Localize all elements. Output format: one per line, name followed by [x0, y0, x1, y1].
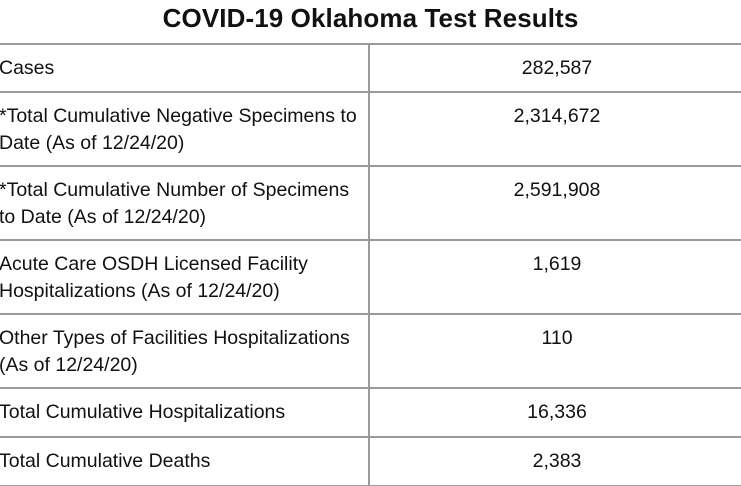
row-value-negative-specimens: 2,314,672: [368, 91, 741, 167]
table-row: Other Types of Facilities Hospitalizatio…: [0, 313, 741, 389]
row-label-acute-care-hospitalizations: Acute Care OSDH Licensed Facility Hospit…: [0, 239, 370, 315]
row-label-total-specimens: *Total Cumulative Number of Specimens to…: [0, 165, 370, 241]
table-row: Total Cumulative Hospitalizations 16,336: [0, 387, 741, 438]
row-label-total-hospitalizations: Total Cumulative Hospitalizations: [0, 387, 370, 438]
row-value-acute-care-hospitalizations: 1,619: [368, 239, 741, 315]
table-row: *Total Cumulative Number of Specimens to…: [0, 165, 741, 241]
page-title: COVID-19 Oklahoma Test Results: [162, 3, 579, 33]
row-value-other-facility-hospitalizations: 110: [368, 313, 741, 389]
table-row: Cases 282,587: [0, 43, 741, 93]
row-value-cases: 282,587: [368, 43, 741, 93]
row-label-total-deaths: Total Cumulative Deaths: [0, 436, 370, 486]
row-value-total-hospitalizations: 16,336: [368, 387, 741, 438]
row-value-total-specimens: 2,591,908: [368, 165, 741, 241]
row-label-other-facility-hospitalizations: Other Types of Facilities Hospitalizatio…: [0, 313, 370, 389]
table-row: Total Cumulative Deaths 2,383: [0, 436, 741, 486]
test-results-table: Cases 282,587 *Total Cumulative Negative…: [0, 43, 741, 486]
row-label-cases: Cases: [0, 43, 370, 93]
table-row: Acute Care OSDH Licensed Facility Hospit…: [0, 239, 741, 315]
row-label-negative-specimens: *Total Cumulative Negative Specimens to …: [0, 91, 370, 167]
table-row: *Total Cumulative Negative Specimens to …: [0, 91, 741, 167]
row-value-total-deaths: 2,383: [368, 436, 741, 486]
